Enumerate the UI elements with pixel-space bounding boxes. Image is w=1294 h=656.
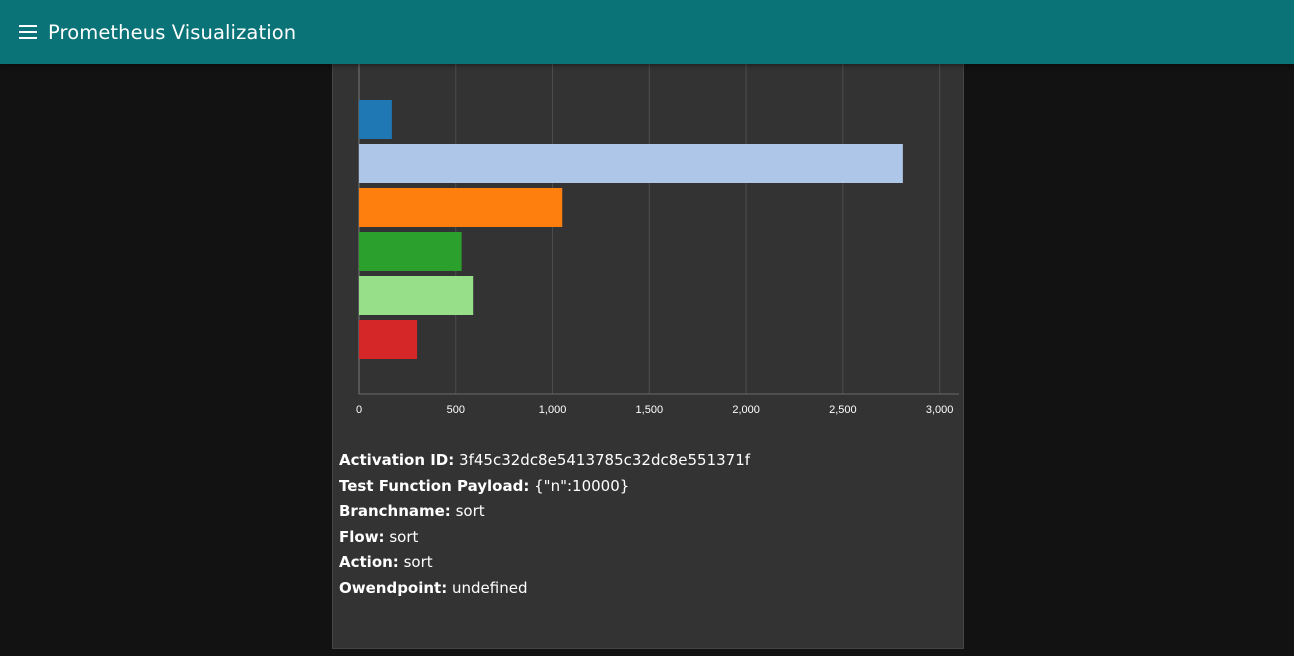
detail-label: Action: — [339, 553, 399, 571]
detail-value: sort — [389, 527, 419, 546]
detail-label: Branchname: — [339, 502, 451, 520]
bar[interactable] — [359, 232, 462, 271]
bar[interactable] — [359, 144, 903, 183]
detail-branchname: Branchname: sort — [339, 499, 750, 525]
x-tick-label: 500 — [447, 404, 465, 416]
detail-value: {"n":10000} — [534, 476, 630, 495]
activation-bar-chart: 0 500 1,000 1,500 2,000 2,500 3,000 — [356, 64, 959, 416]
bar[interactable] — [359, 100, 392, 139]
bar[interactable] — [359, 188, 563, 227]
detail-label: Activation ID: — [339, 451, 455, 469]
detail-owendpoint: Owendpoint: undefined — [339, 576, 750, 602]
detail-value: sort — [403, 553, 433, 571]
detail-label: Owendpoint: — [339, 578, 448, 597]
hamburger-menu-icon — [19, 25, 37, 39]
x-tick-label: 3,000 — [926, 404, 954, 416]
detail-value: 3f45c32dc8e5413785c32dc8e551371f — [459, 451, 751, 469]
app-bar: Prometheus Visualization — [0, 0, 1294, 64]
bar[interactable] — [359, 276, 474, 315]
detail-label: Flow: — [339, 527, 385, 546]
detail-flow: Flow: sort — [339, 525, 750, 551]
detail-value: sort — [455, 502, 485, 520]
detail-activation-id: Activation ID: 3f45c32dc8e5413785c32dc8e… — [339, 448, 750, 474]
detail-action: Action: sort — [339, 550, 750, 576]
x-tick-label: 1,000 — [539, 404, 567, 416]
detail-test-function-payload: Test Function Payload: {"n":10000} — [339, 474, 750, 500]
detail-value: undefined — [452, 578, 528, 597]
detail-label: Test Function Payload: — [339, 476, 530, 495]
bar[interactable] — [359, 320, 418, 359]
activation-card: 0 500 1,000 1,500 2,000 2,500 3,000 Activation… — [332, 64, 964, 649]
menu-button[interactable] — [12, 18, 44, 46]
x-tick-label: 1,500 — [636, 404, 664, 416]
app-title: Prometheus Visualization — [48, 21, 297, 44]
x-tick-label: 0 — [356, 404, 362, 416]
x-tick-label: 2,000 — [732, 404, 760, 416]
x-tick-label: 2,500 — [829, 404, 857, 416]
activation-details: Activation ID: 3f45c32dc8e5413785c32dc8e… — [339, 448, 750, 601]
